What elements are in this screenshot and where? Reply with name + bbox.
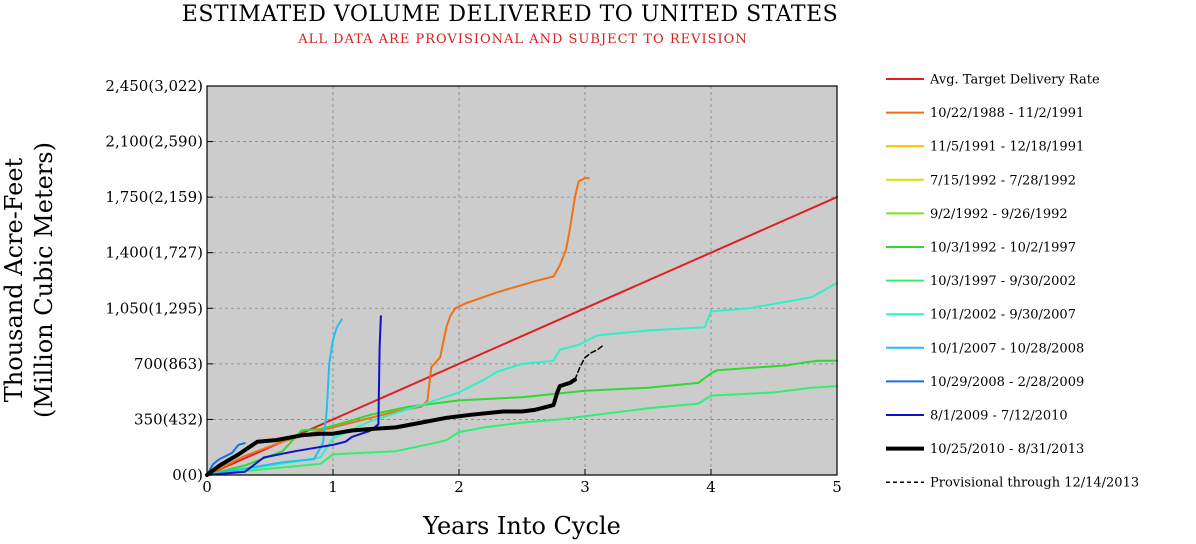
- series-line: [574, 344, 605, 381]
- legend-label: 10/1/2007 - 10/28/2008: [930, 341, 1084, 356]
- series-line: [206, 359, 838, 476]
- x-tick-label: 1: [328, 478, 338, 496]
- legend-label: Provisional through 12/14/2013: [930, 476, 1139, 491]
- legend-item: 10/25/2010 - 8/31/2013: [886, 442, 1084, 457]
- x-tick-label: 0: [202, 478, 212, 496]
- series-line: [206, 318, 343, 476]
- x-axis-label: Years Into Cycle: [422, 512, 621, 540]
- plot-frame: [206, 85, 838, 476]
- y-axis-label-line1: Thousand Acre-Feet: [0, 157, 28, 402]
- y-axis-label: Thousand Acre-Feet (Million Cubic Meters…: [0, 142, 58, 418]
- plot-area: [205, 85, 838, 477]
- series-layer: [205, 177, 838, 477]
- y-axis-ticks: 0(0) 350(432) 700(863) 1,050(1,295) 1,400(1,…: [105, 77, 213, 484]
- x-tick-label: 5: [832, 478, 842, 496]
- legend-label: 8/1/2009 - 7/12/2010: [930, 409, 1068, 424]
- legend-item: Avg. Target Delivery Rate: [886, 73, 1100, 88]
- y-tick-label: 2,100(2,590): [105, 133, 203, 151]
- y-tick-label: 700(863): [134, 355, 203, 373]
- legend-label: 10/25/2010 - 8/31/2013: [930, 442, 1084, 457]
- y-tick-label: 1,750(2,159): [105, 188, 203, 206]
- y-tick-label: 1,050(1,295): [105, 299, 203, 317]
- y-tick-label: 1,400(1,727): [105, 244, 203, 262]
- legend-label: 10/3/1997 - 9/30/2002: [930, 274, 1076, 289]
- series-line: [206, 315, 382, 476]
- legend: Avg. Target Delivery Rate 10/22/1988 - 11…: [886, 73, 1139, 491]
- legend-item: 10/3/1992 - 10/2/1997: [886, 241, 1076, 256]
- x-tick-label: 2: [454, 478, 464, 496]
- y-tick-label: 350(432): [134, 410, 203, 428]
- legend-item: 10/22/1988 - 11/2/1991: [886, 106, 1084, 121]
- plot-background: [207, 86, 837, 475]
- x-tick-label: 3: [580, 478, 590, 496]
- legend-label: 10/3/1992 - 10/2/1997: [930, 241, 1076, 256]
- series-line: [206, 177, 590, 476]
- series-line: [206, 385, 838, 476]
- legend-item: 10/1/2002 - 9/30/2007: [886, 308, 1076, 323]
- series-line: [205, 377, 577, 477]
- legend-label: 11/5/1991 - 12/18/1991: [930, 140, 1084, 155]
- y-tick-label: 0(0): [172, 466, 203, 484]
- legend-label: 7/15/1992 - 7/28/1992: [930, 173, 1076, 188]
- legend-item: 7/15/1992 - 7/28/1992: [886, 173, 1076, 188]
- legend-label: 9/2/1992 - 9/26/1992: [930, 207, 1068, 222]
- legend-item: 10/29/2008 - 2/28/2009: [886, 375, 1084, 390]
- legend-item: 11/5/1991 - 12/18/1991: [886, 140, 1084, 155]
- legend-item: Provisional through 12/14/2013: [886, 476, 1139, 491]
- legend-label: 10/29/2008 - 2/28/2009: [930, 375, 1084, 390]
- series-line: [206, 442, 246, 476]
- y-tick-label: 2,450(3,022): [105, 77, 203, 95]
- legend-item: 9/2/1992 - 9/26/1992: [886, 207, 1068, 222]
- legend-label: 10/22/1988 - 11/2/1991: [930, 106, 1084, 121]
- legend-item: 8/1/2009 - 7/12/2010: [886, 409, 1068, 424]
- legend-item: 10/1/2007 - 10/28/2008: [886, 341, 1084, 356]
- legend-item: 10/3/1997 - 9/30/2002: [886, 274, 1076, 289]
- x-axis-ticks: 0 1 2 3 4 5: [202, 469, 842, 496]
- y-axis-label-line2: (Million Cubic Meters): [30, 142, 58, 418]
- legend-label: 10/1/2002 - 9/30/2007: [930, 308, 1076, 323]
- legend-label: Avg. Target Delivery Rate: [929, 73, 1100, 88]
- x-tick-label: 4: [706, 478, 716, 496]
- chart-subtitle: ALL DATA ARE PROVISIONAL AND SUBJECT TO …: [297, 32, 747, 47]
- chart-title: ESTIMATED VOLUME DELIVERED TO UNITED STA…: [182, 2, 838, 27]
